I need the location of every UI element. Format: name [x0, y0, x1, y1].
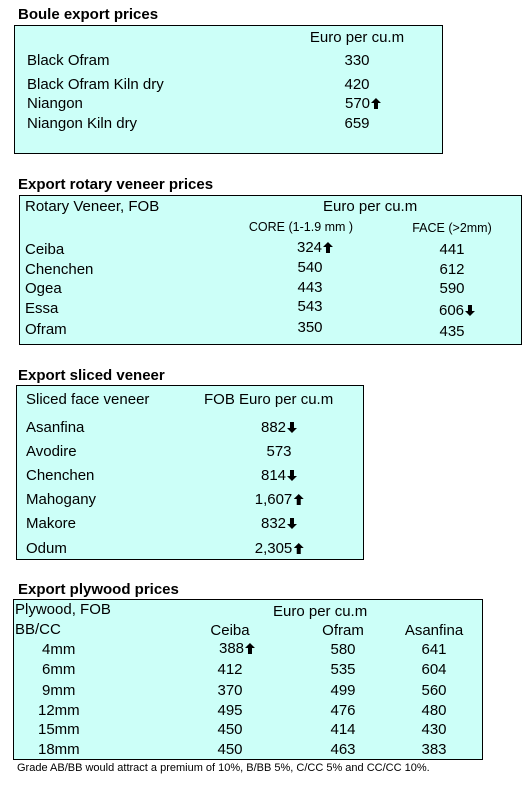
rotary-row-name: Chenchen: [25, 261, 94, 278]
plywood-value: 499: [330, 682, 356, 699]
sliced-row-value: 832: [261, 515, 298, 532]
plywood-size: 4mm: [42, 641, 76, 658]
rotary-face-value: 612: [439, 261, 465, 278]
plywood-value: 641: [421, 641, 447, 658]
plywood-value: 430: [421, 721, 447, 738]
boule-row-value: 420: [344, 76, 370, 93]
plywood-value: 476: [330, 702, 356, 719]
plywood-size: 18mm: [38, 741, 80, 758]
arrow-up-icon: [293, 494, 304, 505]
sliced-row-name: Odum: [26, 540, 67, 557]
sliced-row-name: Chenchen: [26, 467, 95, 484]
arrow-up-icon: [323, 242, 334, 253]
plywood-value: 383: [421, 741, 447, 758]
sliced-header: FOB Euro per cu.m: [204, 391, 334, 408]
rotary-title: Export rotary veneer prices: [18, 176, 214, 193]
plywood-value: 604: [421, 661, 447, 678]
plywood-label: Plywood, FOB: [15, 601, 111, 618]
plywood-value: 370: [217, 682, 243, 699]
sliced-table: Sliced face veneer FOB Euro per cu.m Asa…: [16, 385, 364, 560]
plywood-grade-label: BB/CC: [15, 621, 61, 638]
plywood-value: 495: [217, 702, 243, 719]
plywood-value: 388: [219, 640, 256, 657]
rotary-row-name: Ofram: [25, 321, 67, 338]
rotary-core-value: 543: [297, 298, 323, 315]
rotary-face-value: 606: [439, 302, 476, 319]
rotary-face-value: 435: [439, 323, 465, 340]
plywood-col-header: Ofram: [322, 622, 364, 639]
arrow-down-icon: [465, 305, 476, 316]
arrow-up-icon: [293, 543, 304, 554]
plywood-header: Euro per cu.m: [273, 603, 368, 620]
rotary-face-value: 590: [439, 280, 465, 297]
plywood-value: 450: [217, 721, 243, 738]
sliced-title: Export sliced veneer: [18, 367, 165, 384]
boule-row-value: 659: [344, 115, 370, 132]
rotary-core-value: 443: [297, 279, 323, 296]
plywood-size: 6mm: [42, 661, 76, 678]
rotary-core-value: 324: [297, 239, 334, 256]
sliced-row-name: Asanfina: [26, 419, 85, 436]
boule-row-name: Niangon Kiln dry: [27, 115, 138, 132]
boule-header: Euro per cu.m: [309, 29, 405, 46]
sliced-row-value: 1,607: [255, 491, 304, 508]
sliced-row-value: 2,305: [255, 540, 304, 557]
rotary-face-value: 441: [439, 241, 465, 258]
plywood-value: 535: [330, 661, 356, 678]
boule-row-name: Black Ofram Kiln dry: [27, 76, 164, 93]
plywood-size: 12mm: [38, 702, 80, 719]
rotary-header: Euro per cu.m: [323, 198, 418, 215]
rotary-row-name: Essa: [25, 300, 59, 317]
rotary-table: Rotary Veneer, FOB Euro per cu.m CORE (1…: [19, 195, 522, 345]
plywood-value: 450: [217, 741, 243, 758]
plywood-note: Grade AB/BB would attract a premium of 1…: [17, 762, 430, 774]
plywood-table: Plywood, FOB Euro per cu.m BB/CC Ceiba O…: [13, 599, 483, 760]
sliced-row-name: Makore: [26, 515, 77, 532]
arrow-down-icon: [287, 422, 298, 433]
boule-title: Boule export prices: [18, 6, 159, 23]
plywood-value: 580: [330, 641, 356, 658]
plywood-col-header: Ceiba: [210, 622, 250, 639]
boule-row-name: Black Ofram: [27, 52, 110, 69]
rotary-row-name: Ogea: [25, 280, 62, 297]
plywood-value: 463: [330, 741, 356, 758]
rotary-core-header: CORE (1-1.9 mm ): [248, 220, 354, 234]
plywood-size: 9mm: [42, 682, 76, 699]
plywood-value: 560: [421, 682, 447, 699]
arrow-up-icon: [245, 643, 256, 654]
arrow-down-icon: [287, 470, 298, 481]
rotary-label: Rotary Veneer, FOB: [25, 198, 160, 215]
plywood-col-header: Asanfina: [404, 622, 464, 639]
plywood-value: 414: [330, 721, 356, 738]
boule-row-value: 570: [345, 95, 382, 112]
plywood-size: 15mm: [38, 721, 80, 738]
arrow-down-icon: [287, 518, 298, 529]
sliced-row-value: 882: [261, 419, 298, 436]
sliced-row-value: 814: [261, 467, 298, 484]
rotary-face-header: FACE (>2mm): [412, 221, 492, 235]
boule-row-value: 330: [344, 52, 370, 69]
rotary-core-value: 540: [297, 259, 323, 276]
rotary-row-name: Ceiba: [25, 241, 65, 258]
sliced-row-value: 573: [266, 443, 292, 460]
sliced-label: Sliced face veneer: [26, 391, 150, 408]
plywood-value: 412: [217, 661, 243, 678]
sliced-row-name: Avodire: [26, 443, 77, 460]
arrow-up-icon: [371, 98, 382, 109]
plywood-value: 480: [421, 702, 447, 719]
boule-table: Euro per cu.m Black Ofram 330 Black Ofra…: [14, 25, 443, 154]
boule-row-name: Niangon: [27, 95, 83, 112]
sliced-row-name: Mahogany: [26, 491, 97, 508]
rotary-core-value: 350: [297, 319, 323, 336]
plywood-title: Export plywood prices: [18, 581, 179, 598]
